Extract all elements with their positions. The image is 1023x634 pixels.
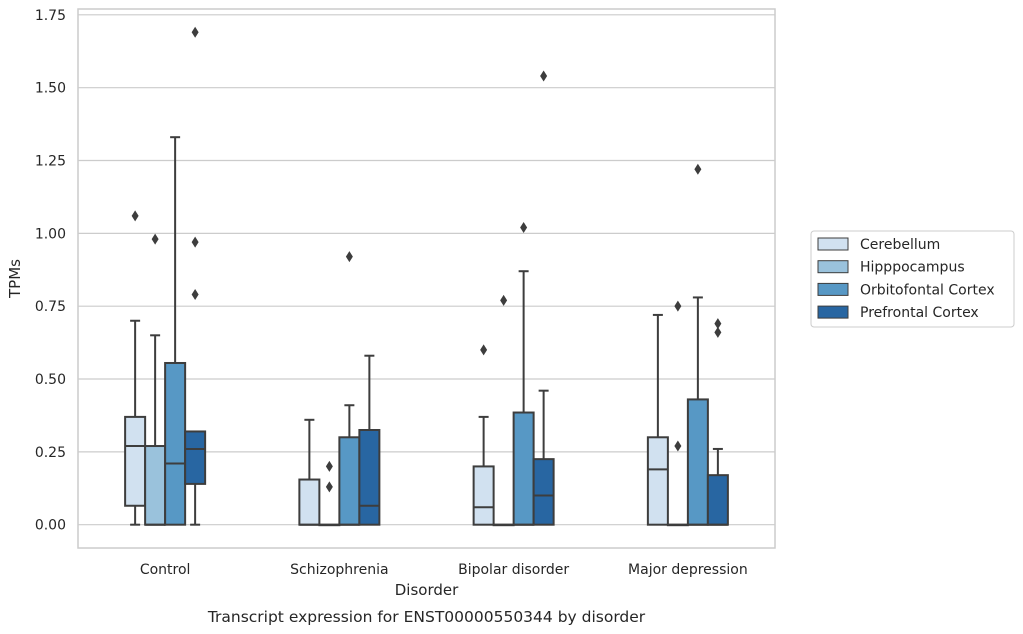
box-body xyxy=(472,465,495,526)
y-tick-label: 0.75 xyxy=(35,299,66,315)
x-axis-label: Disorder xyxy=(395,581,459,599)
x-tick-label: Schizophrenia xyxy=(290,562,388,578)
legend-label: Hipppocampus xyxy=(860,260,965,276)
outlier-point xyxy=(191,289,199,301)
outlier-point xyxy=(480,344,488,356)
y-axis-label: TPMs xyxy=(6,259,24,299)
box-2-3 xyxy=(686,163,709,526)
box-3-2 xyxy=(532,70,555,526)
box-body xyxy=(164,361,187,526)
box-body xyxy=(358,429,381,526)
legend-swatch xyxy=(817,260,849,274)
outlier-point xyxy=(191,236,199,248)
legend-swatch xyxy=(817,237,849,251)
y-tick-label: 1.50 xyxy=(35,81,66,97)
legend-label: Orbitofontal Cortex xyxy=(860,282,995,298)
box-0-0 xyxy=(124,210,147,526)
y-tick-label: 0.50 xyxy=(35,372,66,388)
outlier-point xyxy=(131,210,139,222)
box-0-1 xyxy=(298,418,321,526)
outlier-point xyxy=(345,251,353,263)
y-tick-label: 1.25 xyxy=(35,154,66,170)
legend-swatch xyxy=(817,282,849,296)
x-axis-ticks: Control Schizophrenia Bipolar disorder Majo… xyxy=(140,562,748,578)
box-body xyxy=(298,478,321,526)
box-1-2 xyxy=(492,294,515,527)
legend-label: Prefrontal Cortex xyxy=(860,305,979,321)
y-tick-label: 0.00 xyxy=(35,518,66,534)
y-axis-ticks: 0.00 0.25 0.50 0.75 1.00 1.25 1.50 1.75 xyxy=(35,8,66,534)
box-1-1 xyxy=(318,460,341,527)
outlier-point xyxy=(694,163,702,175)
box-body xyxy=(124,415,147,507)
legend-label: Cerebellum xyxy=(860,237,940,253)
box-body xyxy=(184,430,207,485)
outlier-point xyxy=(540,70,548,82)
y-tick-label: 1.00 xyxy=(35,226,66,242)
outlier-point xyxy=(325,481,333,493)
box-2-0 xyxy=(164,136,187,526)
outlier-point xyxy=(325,460,333,472)
legend-frame xyxy=(810,230,1015,328)
box-series xyxy=(124,26,729,527)
outlier-point xyxy=(500,294,508,306)
box-3-0 xyxy=(184,26,207,526)
box-3-1 xyxy=(358,354,381,526)
y-tick-label: 1.75 xyxy=(35,8,66,24)
box-2-2 xyxy=(512,222,535,526)
outlier-point xyxy=(674,440,682,452)
legend-items: Cerebellum Hipppocampus Orbitofontal Corte… xyxy=(817,237,995,321)
outlier-point xyxy=(674,300,682,312)
outlier-point xyxy=(714,326,722,338)
box-1-3 xyxy=(666,300,689,527)
legend: Cerebellum Hipppocampus Orbitofontal Corte… xyxy=(810,230,1015,328)
outlier-point xyxy=(191,26,199,38)
box-body xyxy=(686,398,709,526)
box-2-1 xyxy=(338,251,361,526)
y-tick-label: 0.25 xyxy=(35,445,66,461)
outlier-point xyxy=(520,222,528,234)
box-body xyxy=(338,436,361,526)
outlier-point xyxy=(151,233,159,245)
plot-frame xyxy=(77,8,776,549)
box-0-2 xyxy=(472,344,495,526)
x-tick-label: Bipolar disorder xyxy=(458,562,569,578)
box-body xyxy=(646,436,669,526)
box-body xyxy=(532,458,555,526)
box-body xyxy=(512,411,535,526)
box-0-3 xyxy=(646,313,669,526)
x-tick-label: Control xyxy=(140,562,191,578)
legend-swatch xyxy=(817,305,849,319)
box-3-3 xyxy=(706,318,729,526)
x-tick-label: Major depression xyxy=(628,562,748,578)
chart-caption: Transcript expression for ENST0000055034… xyxy=(207,608,646,626)
outlier-point xyxy=(714,318,722,330)
box-body xyxy=(144,445,167,526)
box-body xyxy=(706,474,729,526)
